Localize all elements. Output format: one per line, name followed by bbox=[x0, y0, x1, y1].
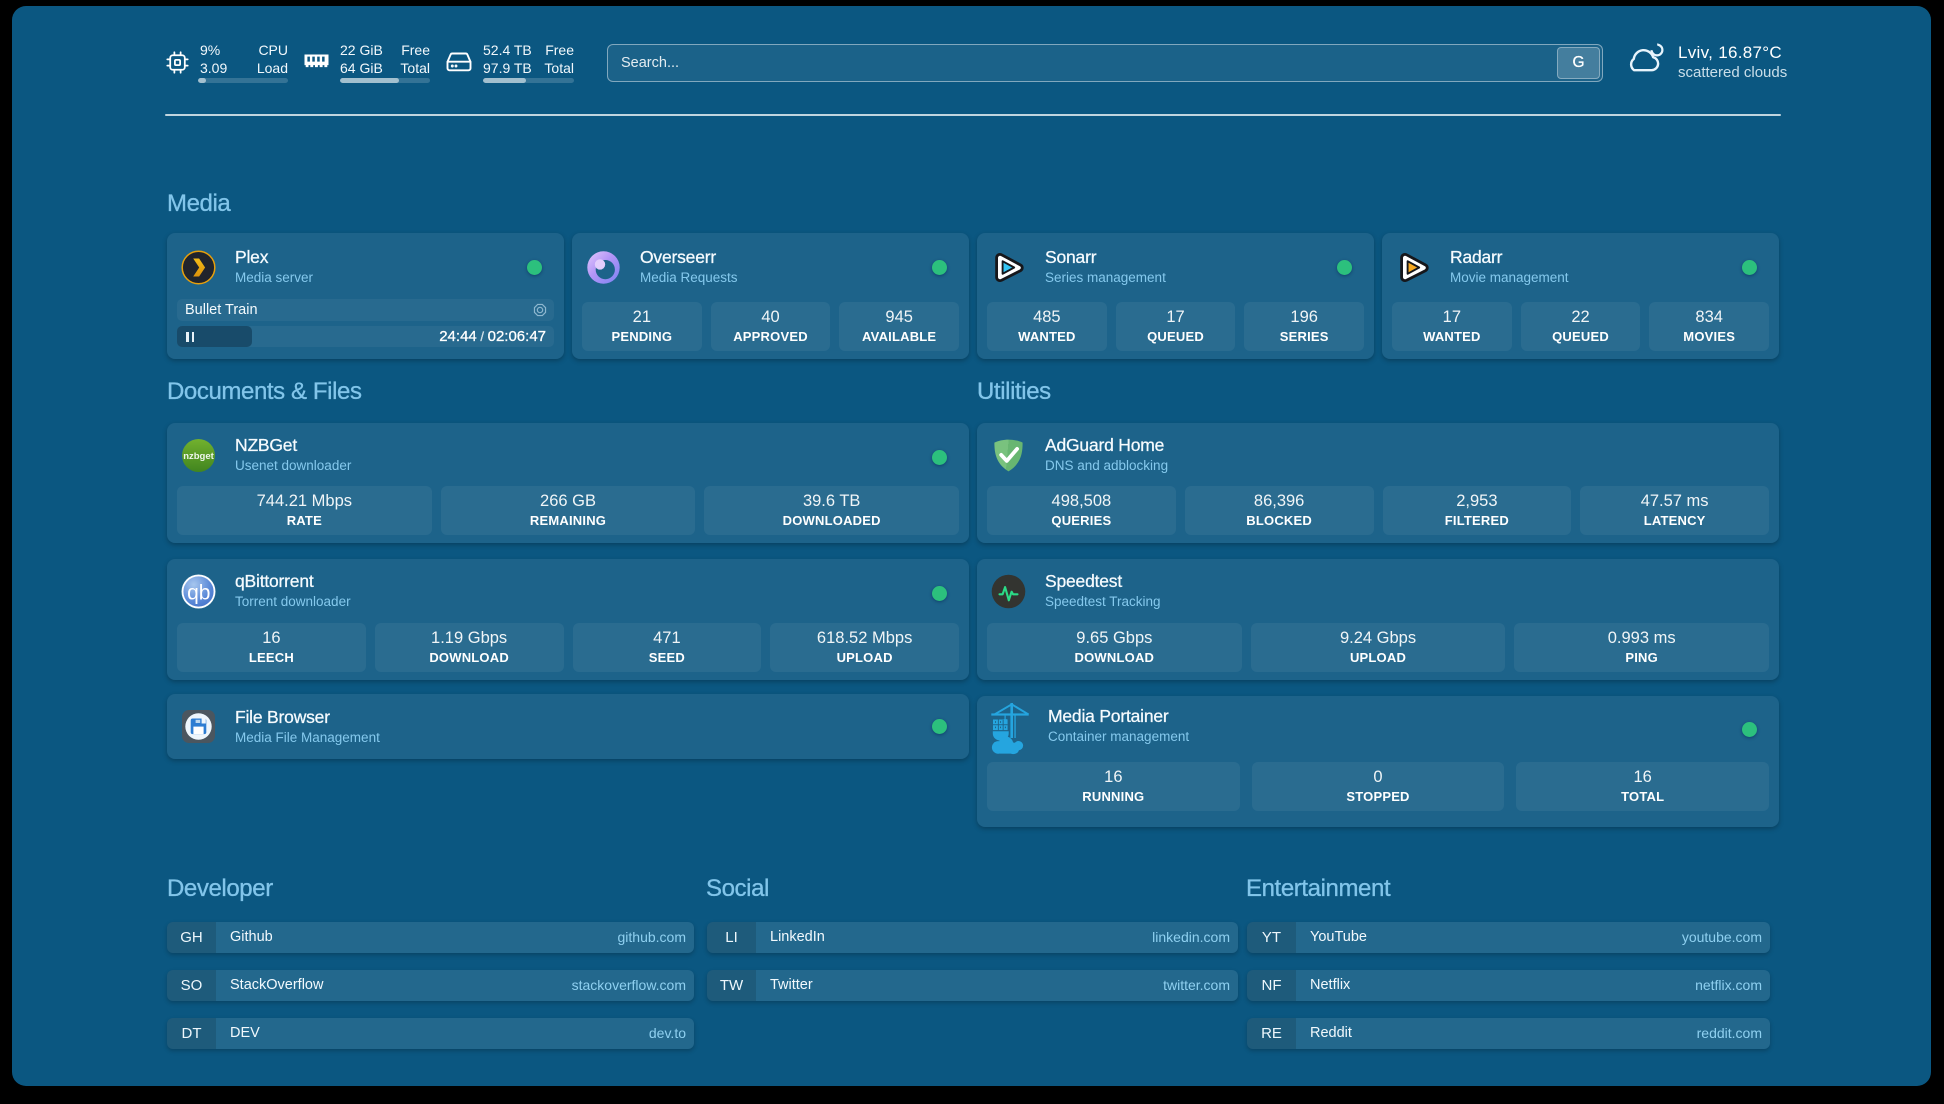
svg-text:qb: qb bbox=[187, 581, 210, 604]
svg-text:nzbget: nzbget bbox=[183, 450, 214, 461]
